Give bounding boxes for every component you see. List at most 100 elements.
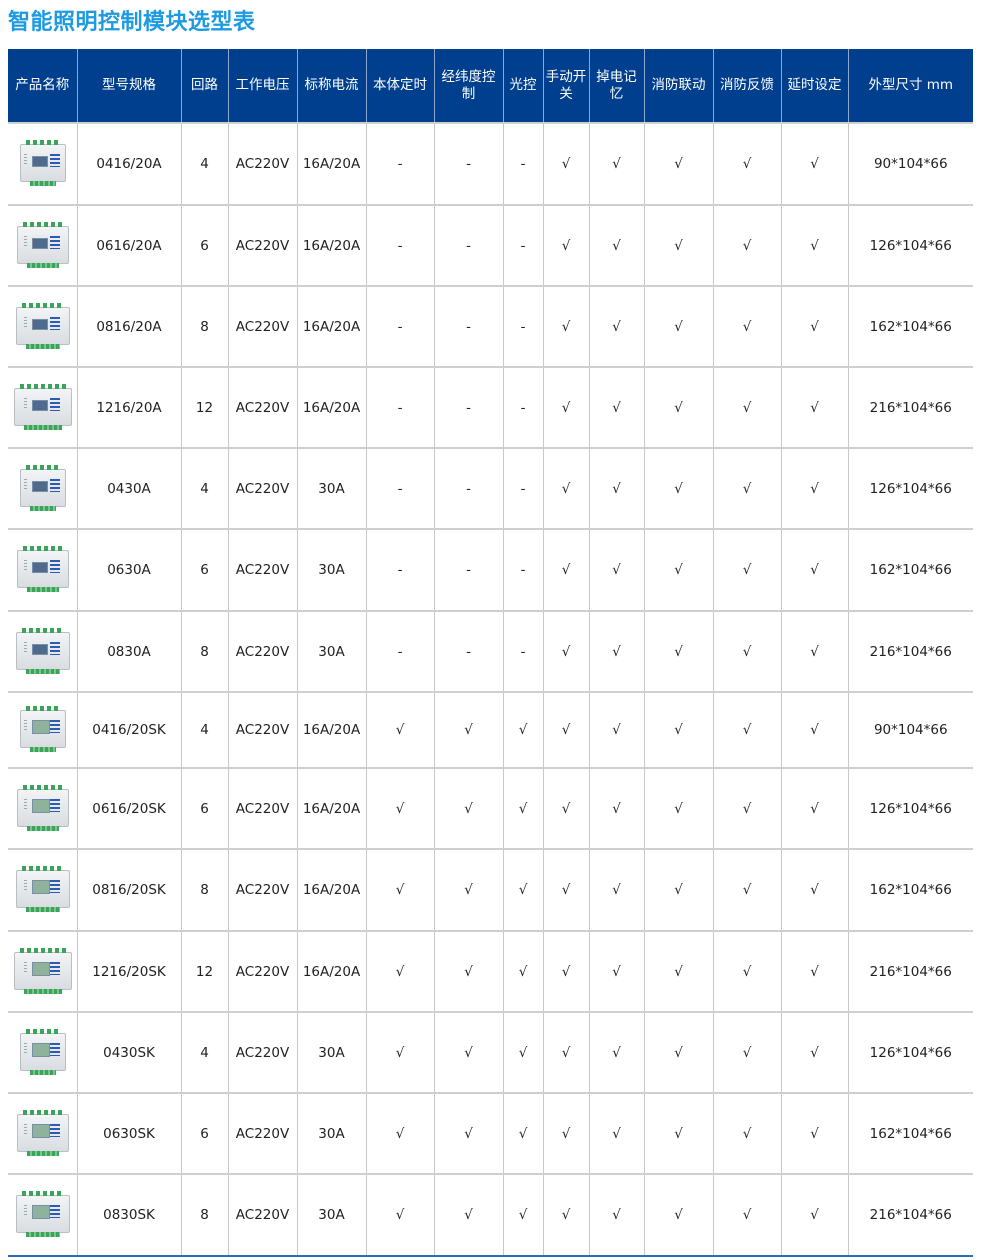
cell-timer: √ <box>365 767 434 849</box>
cell-voltage: AC220V <box>227 1173 297 1257</box>
cell-geo: √ <box>433 930 503 1012</box>
cell-delay: √ <box>780 1092 848 1174</box>
cell-timer: √ <box>365 1173 434 1257</box>
cell-geo: √ <box>433 1173 503 1257</box>
cell-light: √ <box>502 848 543 931</box>
cell-manual: √ <box>542 285 589 367</box>
cell-model: 0816/20SK <box>76 848 181 931</box>
cell-manual: √ <box>542 204 589 286</box>
table-row: 0830SK 8 AC220V 30A √ √ √ √ √ √ √ √ 216*104*66 <box>8 1173 973 1257</box>
cell-timer: - <box>365 366 434 448</box>
cell-fire-link: √ <box>643 691 713 768</box>
cell-current: 16A/20A <box>296 767 366 849</box>
cell-current: 30A <box>296 610 366 692</box>
cell-fire-link: √ <box>643 447 713 529</box>
column-header: 产品名称 <box>8 49 77 123</box>
cell-fire-fb: √ <box>712 930 781 1012</box>
cell-size: 90*104*66 <box>847 691 973 768</box>
cell-size: 216*104*66 <box>847 930 973 1012</box>
column-header: 消防联动 <box>643 49 713 123</box>
cell-delay: √ <box>780 285 848 367</box>
cell-circuits: 4 <box>180 122 228 205</box>
cell-timer: - <box>365 122 434 205</box>
product-image-cell <box>8 366 77 448</box>
lighting-module-image <box>12 626 72 678</box>
cell-circuits: 8 <box>180 285 228 367</box>
cell-fire-fb: √ <box>712 848 781 931</box>
cell-delay: √ <box>780 691 848 768</box>
cell-model: 1216/20A <box>76 366 181 448</box>
cell-size: 126*104*66 <box>847 447 973 529</box>
column-header: 外型尺寸 mm <box>847 49 973 123</box>
cell-fire-fb: √ <box>712 1092 781 1174</box>
cell-fire-fb: √ <box>712 767 781 849</box>
lighting-module-image <box>13 783 71 835</box>
cell-circuits: 8 <box>180 848 228 931</box>
cell-manual: √ <box>542 610 589 692</box>
cell-timer: - <box>365 204 434 286</box>
cell-light: - <box>502 204 543 286</box>
cell-light: √ <box>502 767 543 849</box>
cell-circuits: 4 <box>180 447 228 529</box>
cell-memory: √ <box>588 122 644 205</box>
cell-fire-fb: √ <box>712 691 781 768</box>
column-header: 经纬度控制 <box>433 49 503 123</box>
cell-delay: √ <box>780 1173 848 1257</box>
cell-size: 126*104*66 <box>847 767 973 849</box>
cell-manual: √ <box>542 447 589 529</box>
cell-voltage: AC220V <box>227 204 297 286</box>
cell-circuits: 12 <box>180 930 228 1012</box>
cell-model: 0830SK <box>76 1173 181 1257</box>
cell-fire-fb: √ <box>712 366 781 448</box>
cell-timer: - <box>365 285 434 367</box>
cell-light: - <box>502 528 543 611</box>
cell-delay: √ <box>780 1011 848 1093</box>
cell-memory: √ <box>588 767 644 849</box>
cell-fire-link: √ <box>643 1011 713 1093</box>
cell-size: 90*104*66 <box>847 122 973 205</box>
product-image-cell <box>8 848 77 931</box>
cell-light: - <box>502 122 543 205</box>
cell-fire-fb: √ <box>712 1173 781 1257</box>
cell-fire-link: √ <box>643 610 713 692</box>
cell-model: 0816/20A <box>76 285 181 367</box>
cell-light: - <box>502 285 543 367</box>
cell-geo: - <box>433 610 503 692</box>
cell-light: √ <box>502 691 543 768</box>
cell-current: 16A/20A <box>296 848 366 931</box>
cell-timer: √ <box>365 691 434 768</box>
cell-current: 30A <box>296 1092 366 1174</box>
table-row: 0430A 4 AC220V 30A - - - √ √ √ √ √ 126*104*66 <box>8 447 973 529</box>
cell-manual: √ <box>542 122 589 205</box>
cell-fire-fb: √ <box>712 285 781 367</box>
table-row: 0630A 6 AC220V 30A - - - √ √ √ √ √ 162*104*66 <box>8 528 973 611</box>
cell-geo: √ <box>433 1011 503 1093</box>
lighting-module-image <box>13 544 71 596</box>
cell-voltage: AC220V <box>227 1092 297 1174</box>
cell-timer: - <box>365 610 434 692</box>
cell-light: - <box>502 366 543 448</box>
cell-manual: √ <box>542 1011 589 1093</box>
cell-delay: √ <box>780 610 848 692</box>
cell-model: 1216/20SK <box>76 930 181 1012</box>
cell-circuits: 6 <box>180 204 228 286</box>
lighting-module-image <box>13 220 71 272</box>
cell-memory: √ <box>588 366 644 448</box>
lighting-module-image <box>13 1108 71 1160</box>
cell-size: 162*104*66 <box>847 285 973 367</box>
lighting-module-image <box>12 301 72 353</box>
cell-voltage: AC220V <box>227 1011 297 1093</box>
cell-voltage: AC220V <box>227 930 297 1012</box>
cell-geo: √ <box>433 848 503 931</box>
cell-circuits: 6 <box>180 528 228 611</box>
product-image-cell <box>8 122 77 205</box>
cell-memory: √ <box>588 691 644 768</box>
table-row: 0416/20SK 4 AC220V 16A/20A √ √ √ √ √ √ √ √ 90*104*66 <box>8 691 973 768</box>
cell-memory: √ <box>588 204 644 286</box>
cell-geo: - <box>433 122 503 205</box>
cell-current: 16A/20A <box>296 122 366 205</box>
cell-timer: √ <box>365 930 434 1012</box>
cell-manual: √ <box>542 528 589 611</box>
product-image-cell <box>8 1173 77 1257</box>
cell-size: 216*104*66 <box>847 1173 973 1257</box>
